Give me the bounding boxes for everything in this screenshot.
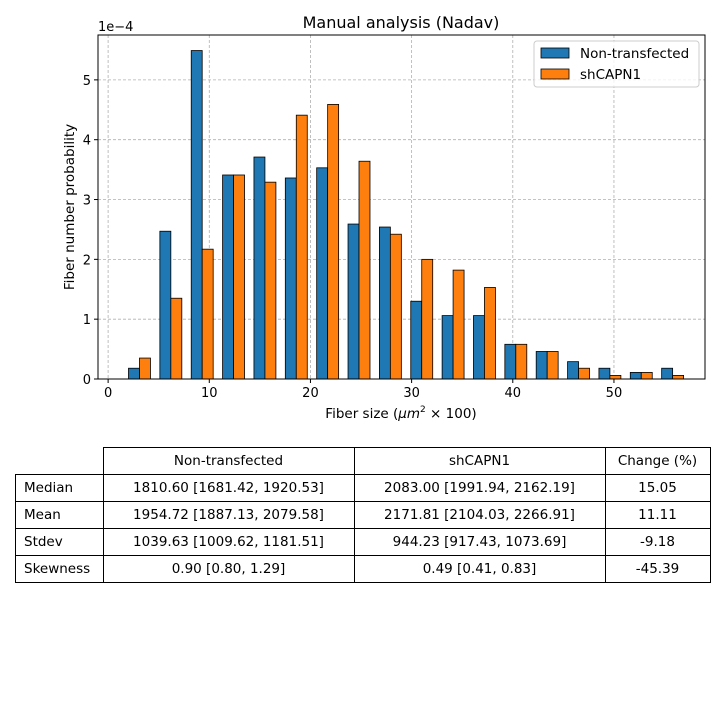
table-cell: 2083.00 [1991.94, 2162.19] [353, 474, 606, 502]
y-tick-label: 4 [83, 134, 91, 149]
x-tick-label: 50 [606, 386, 623, 401]
table-corner-cell [15, 447, 104, 475]
histogram-figure: Manual analysis (Nadav) 1e−4 0 10 20 30 40 50… [62, 13, 706, 422]
bars [128, 50, 685, 380]
bar-non-transfected [159, 230, 172, 380]
y-tick-label: 1 [83, 313, 91, 328]
y-offset-label: 1e−4 [98, 20, 133, 35]
bar-shcapn1 [546, 351, 559, 380]
y-tick-label: 5 [83, 74, 91, 89]
table-row: Mean 1954.72 [1887.13, 2079.58] 2171.81 … [15, 501, 711, 529]
bar-non-transfected [629, 372, 642, 380]
bar-non-transfected [253, 156, 266, 380]
bar-shcapn1 [295, 114, 308, 380]
bar-shcapn1 [201, 248, 214, 380]
plot-frame [97, 34, 706, 380]
bar-shcapn1 [609, 375, 622, 380]
row-label: Skewness [15, 555, 104, 583]
row-label: Stdev [15, 528, 104, 556]
table-header-row: Non-transfected shCAPN1 Change (%) [15, 447, 711, 475]
bar-non-transfected [504, 343, 517, 380]
bar-non-transfected [190, 50, 203, 380]
bar-non-transfected [284, 177, 297, 380]
table-cell: 0.49 [0.41, 0.83] [353, 555, 606, 583]
bar-non-transfected [222, 174, 234, 380]
bar-shcapn1 [452, 269, 465, 380]
bar-non-transfected [535, 351, 548, 380]
table-cell: 1954.72 [1887.13, 2079.58] [102, 501, 355, 529]
table-cell: 0.90 [0.80, 1.29] [102, 555, 355, 583]
bar-shcapn1 [389, 233, 402, 380]
bar-shcapn1 [640, 372, 653, 380]
table-cell: 1810.60 [1681.42, 1920.53] [102, 474, 355, 502]
bar-non-transfected [567, 361, 579, 380]
table-row: Median 1810.60 [1681.42, 1920.53] 2083.0… [15, 474, 711, 502]
table-row: Skewness 0.90 [0.80, 1.29] 0.49 [0.41, 0… [15, 555, 711, 583]
legend: Non-transfected shCAPN1 [533, 40, 700, 88]
row-label: Median [15, 474, 104, 502]
y-tick-label: 0 [83, 373, 91, 388]
table-row: Stdev 1039.63 [1009.62, 1181.51] 944.23 … [15, 528, 711, 556]
bar-shcapn1 [578, 367, 590, 380]
bar-non-transfected [441, 315, 454, 380]
column-header: shCAPN1 [353, 447, 606, 475]
bar-shcapn1 [327, 103, 340, 380]
bar-non-transfected [347, 223, 360, 380]
x-tick-label: 0 [104, 386, 112, 401]
bar-shcapn1 [358, 160, 371, 380]
bar-non-transfected [598, 367, 611, 380]
legend-swatch-non-transfected [540, 47, 570, 59]
x-axis-ticks: 0 10 20 30 40 50 [104, 379, 622, 401]
x-tick-label: 10 [201, 386, 218, 401]
statistics-table: Non-transfected shCAPN1 Change (%) Media… [15, 447, 711, 583]
table-cell: 1039.63 [1009.62, 1181.51] [102, 528, 355, 556]
table-cell: 11.11 [604, 501, 711, 529]
x-tick-label: 20 [302, 386, 319, 401]
column-header: Change (%) [604, 447, 711, 475]
bar-non-transfected [378, 226, 391, 380]
row-label: Mean [15, 501, 104, 529]
table-cell: 15.05 [604, 474, 711, 502]
legend-label-shcapn1: shCAPN1 [580, 67, 641, 83]
bar-shcapn1 [233, 174, 245, 380]
bar-shcapn1 [484, 287, 496, 380]
bar-non-transfected [316, 167, 329, 380]
x-axis-label: Fiber size (μm2 × 100) [325, 405, 476, 422]
y-axis-ticks: 0 1 2 3 4 5 [83, 74, 98, 388]
bar-shcapn1 [515, 343, 528, 380]
y-tick-label: 2 [83, 253, 91, 268]
bar-non-transfected [128, 367, 140, 380]
bar-non-transfected [473, 315, 485, 380]
bar-non-transfected [410, 300, 423, 380]
bar-shcapn1 [170, 297, 183, 380]
chart-title: Manual analysis (Nadav) [303, 13, 500, 32]
legend-label-non-transfected: Non-transfected [580, 46, 689, 62]
bar-shcapn1 [421, 258, 434, 380]
x-tick-label: 40 [505, 386, 522, 401]
x-tick-label: 30 [403, 386, 420, 401]
table-cell: -9.18 [604, 528, 711, 556]
bar-shcapn1 [672, 375, 685, 380]
bar-shcapn1 [264, 181, 277, 380]
bar-shcapn1 [139, 357, 151, 380]
table-cell: 944.23 [917.43, 1073.69] [353, 528, 606, 556]
y-axis-label: Fiber number probability [62, 124, 78, 290]
y-tick-label: 3 [83, 194, 91, 209]
legend-swatch-shcapn1 [540, 68, 570, 80]
table-cell: 2171.81 [2104.03, 2266.91] [353, 501, 606, 529]
column-header: Non-transfected [102, 447, 355, 475]
table-cell: -45.39 [604, 555, 711, 583]
legend-box [533, 40, 700, 88]
bar-non-transfected [661, 367, 674, 380]
